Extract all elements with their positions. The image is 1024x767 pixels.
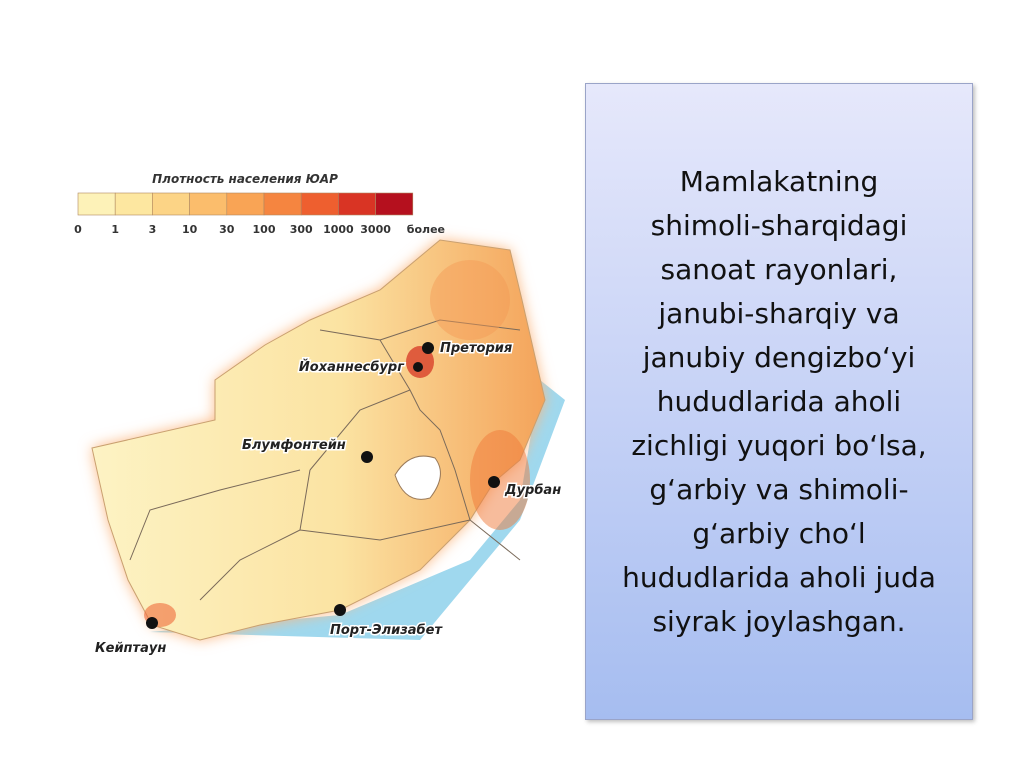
text-line: Mamlakatning — [679, 164, 879, 198]
text-box: Mamlakatning shimoli-sharqidagi sanoat ray… — [585, 83, 973, 720]
text-line: sanoat rayonlari, — [660, 252, 898, 286]
legend-swatch — [226, 192, 265, 216]
text-line: g‘arbiy cho‘l — [692, 516, 866, 550]
legend-label: 1000 — [323, 223, 354, 236]
city-dot — [422, 342, 434, 354]
legend-label: 1 — [111, 223, 119, 236]
text-line: janubi-sharqiy va — [658, 296, 900, 330]
map: Плотность населения ЮАР 0 1 3 10 30 100 300 100… — [74, 172, 565, 658]
legend: Плотность населения ЮАР 0 1 3 10 30 100 300 100… — [74, 172, 445, 236]
legend-label: 300 — [290, 223, 313, 236]
city-label: Дурбан — [504, 483, 561, 498]
text-line: hududlarida aholi — [656, 384, 902, 418]
text-line: g‘arbiy va shimoli- — [649, 472, 909, 506]
text-line: siyrak joylashgan. — [652, 604, 906, 638]
text-line: shimoli-sharqidagi — [650, 208, 908, 242]
legend-swatch — [77, 192, 116, 216]
city-label: Кейптаун — [95, 641, 166, 656]
legend-label: 100 — [253, 223, 276, 236]
legend-label: 3 — [149, 223, 157, 236]
city-label: Йоханнесбург — [299, 359, 405, 375]
sea — [150, 380, 565, 640]
city-label: Блумфонтейн — [242, 438, 346, 453]
lesotho — [394, 455, 441, 500]
urban-area — [406, 346, 434, 378]
city-dot — [361, 451, 373, 463]
urban-area — [470, 430, 530, 530]
legend-label: 30 — [219, 223, 235, 236]
city-label: Порт-Элизабет — [330, 623, 443, 638]
legend-swatch — [152, 192, 190, 216]
legend-label: 3000 — [360, 223, 391, 236]
city-dot — [413, 362, 423, 372]
legend-swatch — [263, 192, 302, 216]
city-dot — [488, 476, 500, 488]
legend-label: 10 — [182, 223, 198, 236]
text-line: zichligi yuqori bo‘lsa, — [631, 428, 927, 462]
borders — [129, 319, 521, 601]
legend-label: 0 — [74, 223, 82, 236]
legend-swatch — [189, 192, 228, 216]
map-shape — [91, 239, 565, 641]
legend-swatch — [338, 192, 376, 216]
city-label: Претория — [440, 341, 512, 356]
legend-label: более — [407, 223, 445, 236]
city-markers: Претория Йоханнесбург Блумфонтейн Дурбан… — [94, 340, 563, 658]
legend-swatch — [375, 192, 414, 216]
legend-swatch — [300, 192, 339, 216]
city-dot — [146, 617, 158, 629]
legend-swatch — [114, 192, 153, 216]
urban-area — [430, 260, 510, 340]
text-line: janubiy dengizbo‘yi — [642, 340, 916, 374]
legend-title: Плотность населения ЮАР — [152, 172, 338, 186]
city-dot — [334, 604, 346, 616]
text-line: hududlarida aholi juda — [622, 560, 936, 594]
